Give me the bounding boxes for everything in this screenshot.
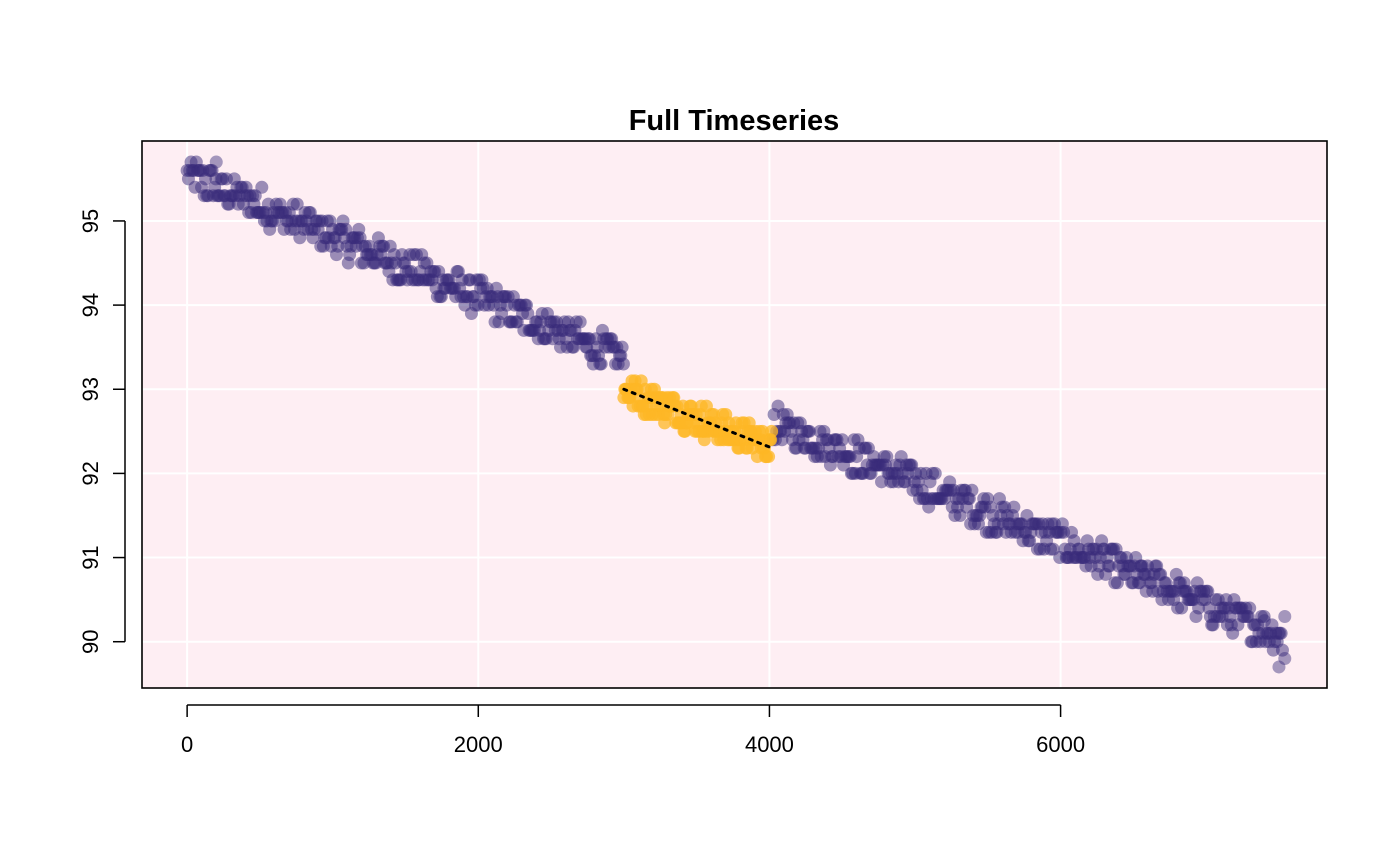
fit-line-layer [622,387,774,450]
x-tick-label-3: 6000 [1036,732,1085,757]
data-point-332 [615,340,629,354]
outlier-point-0 [1257,614,1271,628]
highlight-point-145 [765,424,779,438]
data-point-316 [594,357,608,371]
data-point-486 [965,483,979,497]
data-point-57 [255,180,269,194]
outlier-point-4 [209,155,223,169]
highlight-point-142 [762,450,776,464]
data-points [180,155,1292,674]
data-point-722 [1274,626,1288,640]
data-point-260 [521,307,535,321]
outlier-point-1 [1272,660,1286,674]
chart-title: Full Timeseries [629,105,840,137]
data-point-300 [573,315,587,329]
data-point-666 [1201,584,1215,598]
y-tick-label-3: 93 [78,377,103,401]
data-point-333 [616,357,630,371]
data-point-709 [1257,609,1271,623]
x-tick-label-1: 2000 [454,732,503,757]
x-tick-label-0: 0 [181,732,193,757]
outlier-point-7 [1177,584,1191,598]
y-tick-label-1: 91 [78,545,103,569]
y-tick-label-2: 92 [78,461,103,485]
data-point-362 [802,424,816,438]
y-tick-label-4: 94 [78,293,103,317]
y-tick-label-0: 90 [78,629,103,653]
outlier-point-2 [1278,609,1292,623]
outlier-point-6 [1134,559,1148,573]
data-point-698 [1243,601,1257,615]
data-point-421 [880,450,894,464]
data-point-458 [928,466,942,480]
outlier-point-3 [1278,652,1292,666]
y-tick-label-5: 95 [78,209,103,233]
plot-border [141,140,1328,689]
data-point-723 [1275,643,1289,657]
axes: 0 2000 4000 6000 90 91 92 93 94 95 [78,209,1085,757]
data-point-387 [835,433,849,447]
data-point-591 [1103,559,1117,573]
fit-line [622,387,774,450]
data-point-518 [1007,500,1021,514]
x-tick-label-2: 4000 [745,732,794,757]
data-point-84 [290,197,304,211]
outlier-point-5 [579,340,593,354]
